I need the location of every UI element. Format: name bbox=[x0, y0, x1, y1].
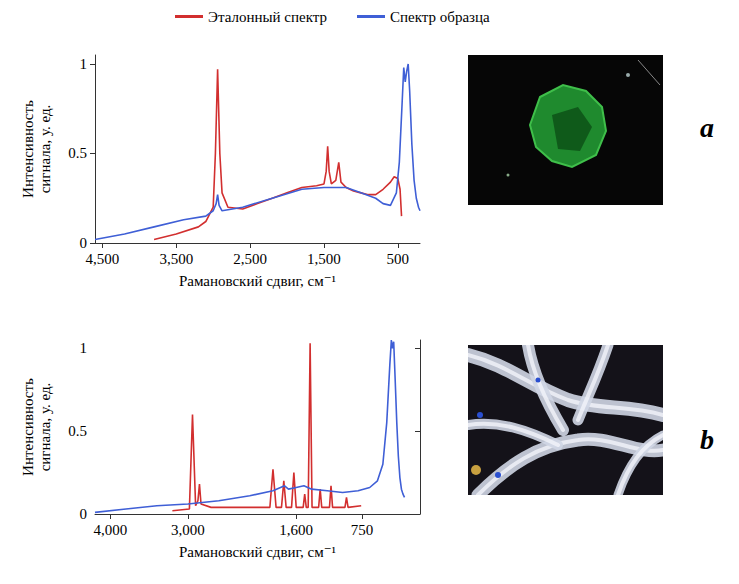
svg-text:0: 0 bbox=[80, 506, 88, 522]
svg-text:4,500: 4,500 bbox=[86, 251, 120, 267]
svg-text:Спектр образца: Спектр образца bbox=[390, 9, 490, 25]
svg-text:0.5: 0.5 bbox=[68, 423, 87, 439]
svg-text:1,500: 1,500 bbox=[307, 251, 341, 267]
svg-text:500: 500 bbox=[387, 251, 410, 267]
svg-text:0.5: 0.5 bbox=[68, 145, 87, 161]
svg-text:1,600: 1,600 bbox=[279, 522, 313, 538]
html-text:b: b bbox=[700, 424, 714, 455]
svg-text:сигнала, у. ед.: сигнала, у. ед. bbox=[37, 383, 53, 472]
svg-text:Рамановский сдвиг, см⁻¹: Рамановский сдвиг, см⁻¹ bbox=[179, 544, 336, 560]
svg-text:1: 1 bbox=[80, 340, 88, 356]
svg-text:3,000: 3,000 bbox=[171, 522, 205, 538]
svg-text:Интенсивность: Интенсивность bbox=[20, 378, 36, 476]
svg-text:4,000: 4,000 bbox=[94, 522, 128, 538]
svg-text:1: 1 bbox=[80, 56, 88, 72]
svg-text:Эталонный спектр: Эталонный спектр bbox=[208, 9, 327, 25]
html-text:a: a bbox=[700, 112, 714, 143]
svg-text:Рамановский сдвиг, см⁻¹: Рамановский сдвиг, см⁻¹ bbox=[179, 273, 336, 289]
svg-text:Интенсивность: Интенсивность bbox=[20, 100, 36, 198]
svg-text:0: 0 bbox=[80, 235, 88, 251]
svg-text:2,500: 2,500 bbox=[233, 251, 267, 267]
svg-text:750: 750 bbox=[351, 522, 374, 538]
svg-text:3,500: 3,500 bbox=[159, 251, 193, 267]
svg-text:сигнала, у. ед.: сигнала, у. ед. bbox=[37, 105, 53, 194]
